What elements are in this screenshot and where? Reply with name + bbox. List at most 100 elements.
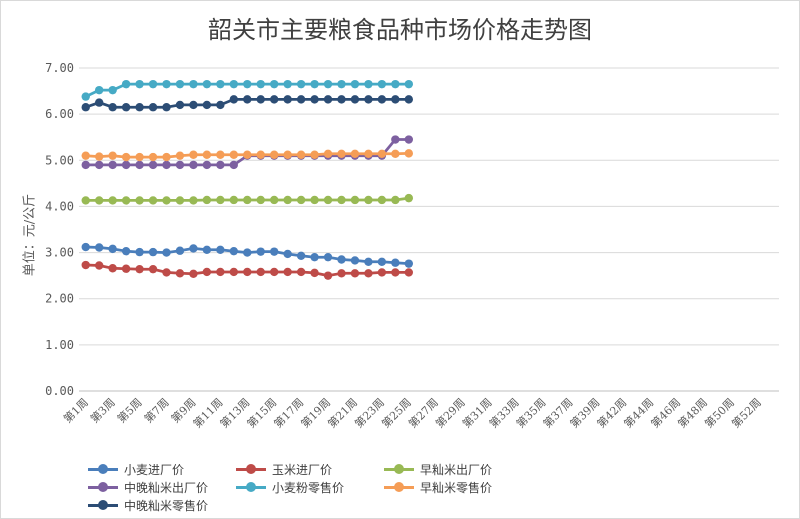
data-point: [94, 98, 104, 107]
x-tick-label: 第37周: [540, 395, 575, 430]
data-point: [256, 267, 265, 277]
data-point: [404, 268, 414, 277]
data-point: [310, 95, 319, 104]
data-point: [269, 95, 279, 104]
data-point: [135, 160, 144, 170]
data-point: [391, 268, 400, 277]
data-point: [350, 269, 360, 278]
data-point: [243, 150, 252, 159]
data-point: [108, 151, 117, 160]
data-point: [108, 85, 117, 95]
legend-swatch: [384, 482, 414, 492]
legend-label: 玉米进厂价: [272, 462, 333, 477]
data-point: [310, 268, 319, 278]
data-point: [229, 95, 239, 104]
y-tick-label: 2.00: [45, 292, 74, 306]
data-point: [229, 79, 239, 89]
y-tick-labels: 0.00 1.00 2.00 3.00 4.00 5.00 6.00 7.00: [45, 61, 74, 398]
data-point: [391, 149, 400, 159]
data-point: [337, 79, 346, 89]
legend-label: 早籼米零售价: [420, 480, 493, 495]
data-point: [377, 195, 387, 205]
data-point: [175, 196, 185, 205]
y-tick-label: 1.00: [45, 338, 74, 352]
data-point: [377, 257, 387, 266]
data-point: [377, 95, 387, 104]
data-point: [337, 195, 346, 205]
legend-label: 中晚籼米出厂价: [124, 480, 209, 495]
data-point: [189, 196, 198, 205]
series-中晚籼米零售价: [81, 95, 414, 112]
data-point: [216, 195, 225, 205]
x-tick-label: 第25周: [379, 395, 414, 430]
data-point: [337, 95, 346, 104]
data-point: [269, 150, 279, 159]
data-point: [189, 244, 198, 253]
data-point: [364, 257, 373, 266]
data-point: [81, 92, 90, 101]
data-point: [148, 196, 158, 205]
x-tick-label: 第42周: [594, 395, 629, 430]
data-point: [256, 247, 265, 256]
data-point: [269, 247, 279, 256]
data-point: [323, 79, 333, 89]
data-point: [337, 255, 346, 264]
data-point: [94, 160, 104, 170]
data-point: [162, 79, 171, 89]
x-tick-label: 第29周: [432, 395, 467, 430]
x-tick-label: 第17周: [271, 395, 306, 430]
data-point: [283, 249, 292, 259]
data-point: [94, 152, 104, 161]
data-point: [81, 196, 90, 205]
data-point: [121, 103, 131, 112]
data-point: [202, 150, 212, 159]
data-point: [404, 95, 414, 104]
data-point: [202, 100, 212, 110]
data-point: [350, 95, 360, 104]
x-tick-label: 第52周: [729, 395, 764, 430]
data-point: [108, 244, 117, 254]
data-point: [377, 149, 387, 159]
x-tick-labels: 第1周第3周第5周第7周第9周第11周第13周第15周第17周第19周第21周第…: [60, 395, 763, 430]
data-point: [162, 152, 171, 162]
legend-item: 中晚籼米出厂价: [88, 479, 208, 495]
legend-swatch: [384, 464, 414, 474]
data-point: [81, 151, 90, 160]
y-tick-label: 5.00: [45, 153, 74, 167]
data-point: [162, 160, 171, 170]
data-point: [229, 160, 239, 170]
series-早籼米零售价: [81, 149, 414, 162]
data-point: [148, 103, 158, 112]
data-point: [216, 245, 225, 255]
data-point: [243, 195, 252, 205]
series-小麦进厂价: [81, 242, 414, 268]
x-tick-label: 第15周: [244, 395, 279, 430]
data-point: [94, 85, 104, 95]
y-tick-label: 3.00: [45, 246, 74, 260]
data-point: [243, 95, 252, 104]
series-小麦粉零售价: [81, 79, 414, 101]
data-point: [391, 258, 400, 267]
data-point: [189, 150, 198, 159]
data-point: [296, 251, 306, 261]
y-tick-label: 0.00: [45, 384, 74, 398]
data-point: [216, 267, 225, 277]
legend-label: 中晚籼米零售价: [124, 498, 209, 513]
data-point: [229, 150, 239, 159]
data-point: [323, 252, 333, 262]
data-point: [391, 195, 400, 205]
y-tick-label: 7.00: [45, 61, 74, 75]
legend-label: 小麦粉零售价: [272, 480, 345, 495]
data-point: [269, 195, 279, 205]
x-tick-label: 第11周: [190, 395, 225, 430]
x-tick-label: 第46周: [648, 395, 683, 430]
data-point: [121, 79, 131, 89]
data-point: [148, 247, 158, 257]
x-tick-label: 第39周: [567, 395, 602, 430]
x-tick-label: 第21周: [325, 395, 360, 430]
data-point: [391, 95, 400, 104]
x-tick-label: 第27周: [405, 395, 440, 430]
x-tick-label: 第1周: [60, 395, 90, 425]
data-point: [269, 267, 279, 277]
